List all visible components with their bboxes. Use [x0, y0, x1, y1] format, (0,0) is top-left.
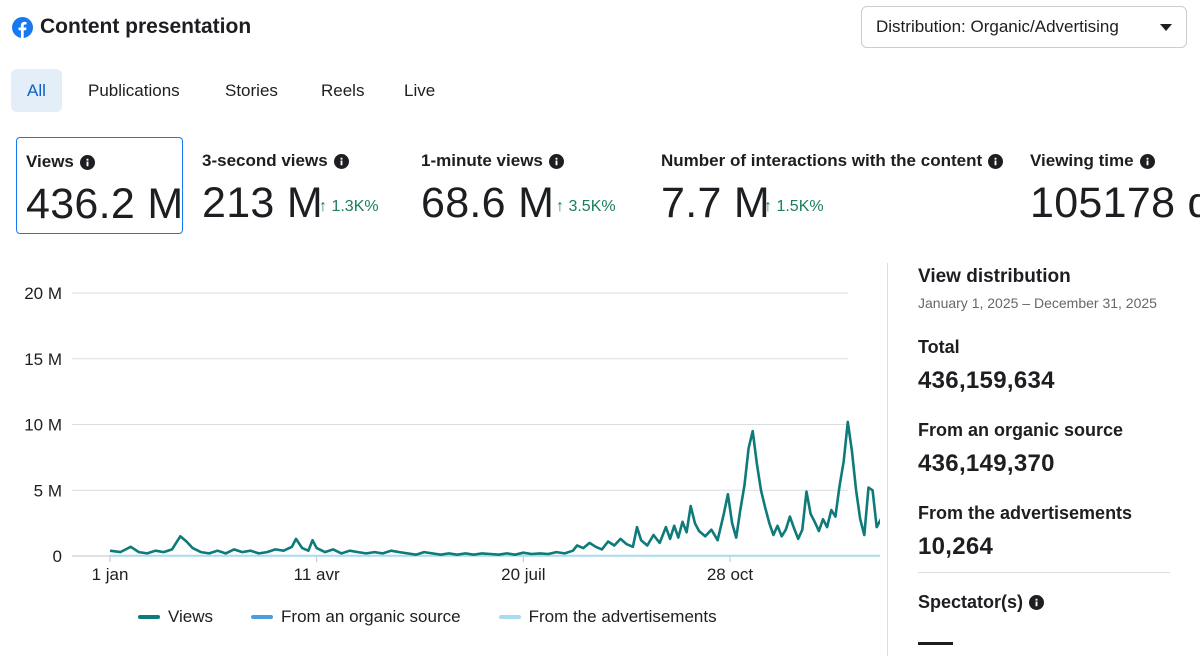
- tab-live[interactable]: Live: [404, 81, 436, 100]
- metric-value-1-minute-views: 68.6 M: [421, 179, 555, 227]
- metric-change-3-second-views: ↑ 1.3K%: [319, 198, 379, 215]
- organic-label: From an organic source: [918, 420, 1124, 440]
- legend-label-views: Views: [168, 607, 214, 626]
- panel-divider: [887, 263, 888, 656]
- metric-card-1-minute-views[interactable]: 1-minute views 68.6 M ↑ 3.5K%: [414, 137, 644, 234]
- chart-legend: Views From an organic source From the ad…: [138, 607, 755, 627]
- metric-label-text: 3-second views: [202, 151, 328, 170]
- metric-card-viewing-time[interactable]: Viewing time 105178 d: [1023, 137, 1200, 234]
- legend-item-ads[interactable]: From the advertisements: [498, 607, 717, 627]
- info-icon[interactable]: [79, 154, 95, 170]
- metric-card-3-second-views[interactable]: 3-second views 213 M ↑ 1.3K%: [195, 137, 405, 234]
- legend-label-ads: From the advertisements: [528, 607, 717, 626]
- x-tick-label: 28 oct: [707, 565, 754, 584]
- metric-label-views: Views: [26, 152, 95, 172]
- legend-item-organic[interactable]: From an organic source: [251, 607, 461, 627]
- distribution-select[interactable]: Distribution: Organic/Advertising: [861, 6, 1187, 48]
- metric-label-viewing-time: Viewing time: [1030, 151, 1155, 171]
- tab-stories[interactable]: Stories: [225, 81, 278, 100]
- legend-item-views[interactable]: Views: [138, 607, 213, 627]
- page-title: Content presentation: [40, 15, 252, 38]
- total-label: Total: [918, 337, 960, 357]
- metric-label-text: Number of interactions with the content: [661, 151, 983, 170]
- x-tick-label: 11 avr: [294, 565, 340, 584]
- metric-label-text: 1-minute views: [421, 151, 543, 170]
- tab-reels[interactable]: Reels: [321, 81, 365, 100]
- legend-swatch-ads: [498, 615, 521, 619]
- panel-separator: [918, 572, 1170, 573]
- metric-value-3-second-views: 213 M: [202, 179, 324, 227]
- metric-label-3-second-views: 3-second views: [202, 151, 349, 171]
- y-tick-label: 20 M: [24, 284, 62, 303]
- y-tick-label: 15 M: [24, 350, 62, 369]
- metric-value-views: 436.2 M: [26, 180, 184, 228]
- date-range: January 1, 2025 – December 31, 2025: [918, 295, 1157, 311]
- y-tick-label: 0: [53, 547, 62, 566]
- metric-label-1-minute-views: 1-minute views: [421, 151, 564, 171]
- distribution-select-label: Distribution: Organic/Advertising: [876, 17, 1119, 36]
- views-line-chart: 0 5 M 10 M 15 M 20 M 1 jan 11 avr 20 juil 28 oc…: [24, 284, 880, 584]
- organic-value: 436,149,370: [918, 450, 1055, 477]
- metric-value-interactions: 7.7 M: [661, 179, 771, 227]
- legend-swatch-organic: [251, 615, 274, 619]
- facebook-logo-icon: [12, 17, 33, 38]
- info-icon[interactable]: [1029, 595, 1045, 610]
- x-tick-label: 20 juil: [501, 565, 545, 584]
- y-tick-label: 10 M: [24, 416, 62, 435]
- info-icon[interactable]: [988, 153, 1004, 169]
- ads-value: 10,264: [918, 533, 994, 560]
- metric-change-interactions: ↑ 1.5K%: [764, 198, 824, 215]
- series-line-views: [109, 420, 880, 556]
- spectators-empty-dash: [918, 642, 953, 645]
- view-distribution-title: View distribution: [918, 266, 1071, 287]
- info-icon[interactable]: [548, 153, 564, 169]
- info-icon[interactable]: [1139, 153, 1155, 169]
- metric-label-interactions: Number of interactions with the content: [661, 151, 1004, 171]
- x-tick-label: 1 jan: [92, 565, 129, 584]
- ads-label: From the advertisements: [918, 503, 1133, 523]
- metric-value-viewing-time: 105178 d: [1030, 179, 1200, 227]
- total-value: 436,159,634: [918, 367, 1055, 394]
- spectators-label: Spectator(s): [918, 592, 1045, 613]
- caret-down-icon: [1160, 23, 1172, 31]
- spectators-label-text: Spectator(s): [918, 592, 1024, 612]
- tab-publications[interactable]: Publications: [88, 81, 180, 100]
- metric-card-views[interactable]: Views 436.2 M: [16, 137, 183, 234]
- metric-label-text: Viewing time: [1030, 151, 1134, 170]
- metric-card-interactions[interactable]: Number of interactions with the content …: [654, 137, 1014, 234]
- legend-swatch-views: [138, 615, 160, 619]
- metric-label-text: Views: [26, 152, 74, 171]
- info-icon[interactable]: [333, 153, 349, 169]
- metric-change-1-minute-views: ↑ 3.5K%: [556, 198, 616, 215]
- y-tick-label: 5 M: [34, 481, 62, 500]
- legend-label-organic: From an organic source: [281, 607, 461, 626]
- tab-all[interactable]: All: [11, 69, 62, 112]
